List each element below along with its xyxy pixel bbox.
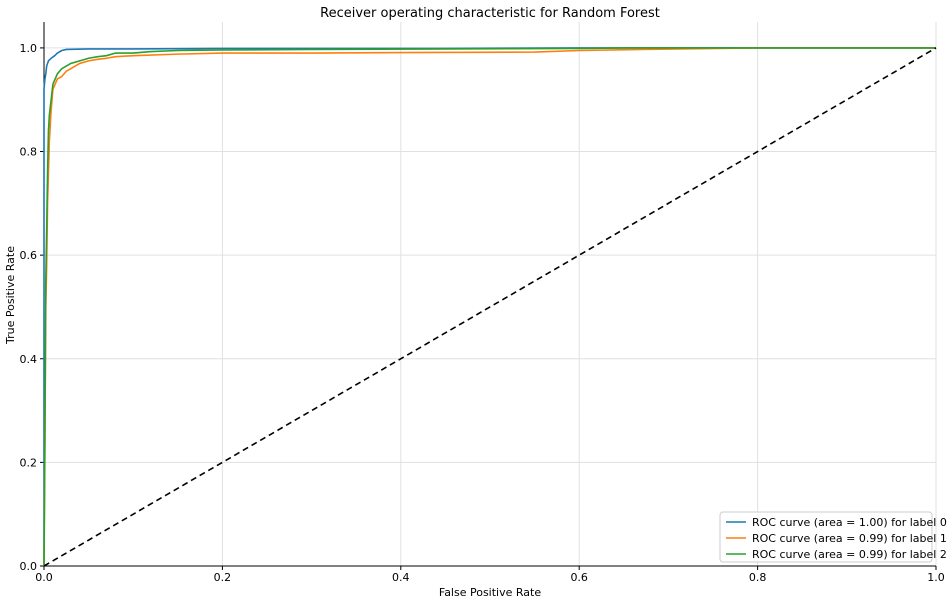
x-tick-label-3: 0.6 (570, 571, 588, 584)
x-tick-label-2: 0.4 (392, 571, 410, 584)
x-tick-label-1: 0.2 (214, 571, 232, 584)
x-tick-label-0: 0.0 (35, 571, 53, 584)
legend: ROC curve (area = 1.00) for label 0 ROC c… (719, 511, 947, 563)
y-tick-label-0: 0.0 (20, 560, 38, 573)
y-tick-label-2: 0.4 (20, 353, 38, 366)
legend-label-2: ROC curve (area = 0.99) for label 2 (752, 548, 947, 561)
chance-diagonal-line (43, 47, 937, 567)
axes (43, 22, 936, 567)
y-tick-label-1: 0.2 (20, 456, 38, 469)
tick-labels: 0.0 0.2 0.4 0.6 0.8 1.0 0.0 0.2 0.4 0.6 0.8 1.0 (20, 42, 945, 584)
series-line-label-2 (43, 47, 936, 567)
series-lines (43, 47, 937, 567)
y-tick-label-5: 1.0 (20, 42, 38, 55)
x-tick-label-5: 1.0 (927, 571, 945, 584)
chart-title: Receiver operating characteristic for Ra… (320, 6, 660, 21)
y-axis-label: True Positive Rate (4, 246, 17, 345)
y-tick-label-4: 0.8 (20, 146, 38, 159)
legend-label-0: ROC curve (area = 1.00) for label 0 (752, 516, 947, 529)
y-tick-label-3: 0.6 (20, 249, 38, 262)
x-tick-label-4: 0.8 (749, 571, 767, 584)
legend-label-1: ROC curve (area = 0.99) for label 1 (752, 532, 947, 545)
grid (43, 22, 937, 567)
legend-box (719, 511, 933, 563)
x-axis-label: False Positive Rate (439, 586, 541, 599)
